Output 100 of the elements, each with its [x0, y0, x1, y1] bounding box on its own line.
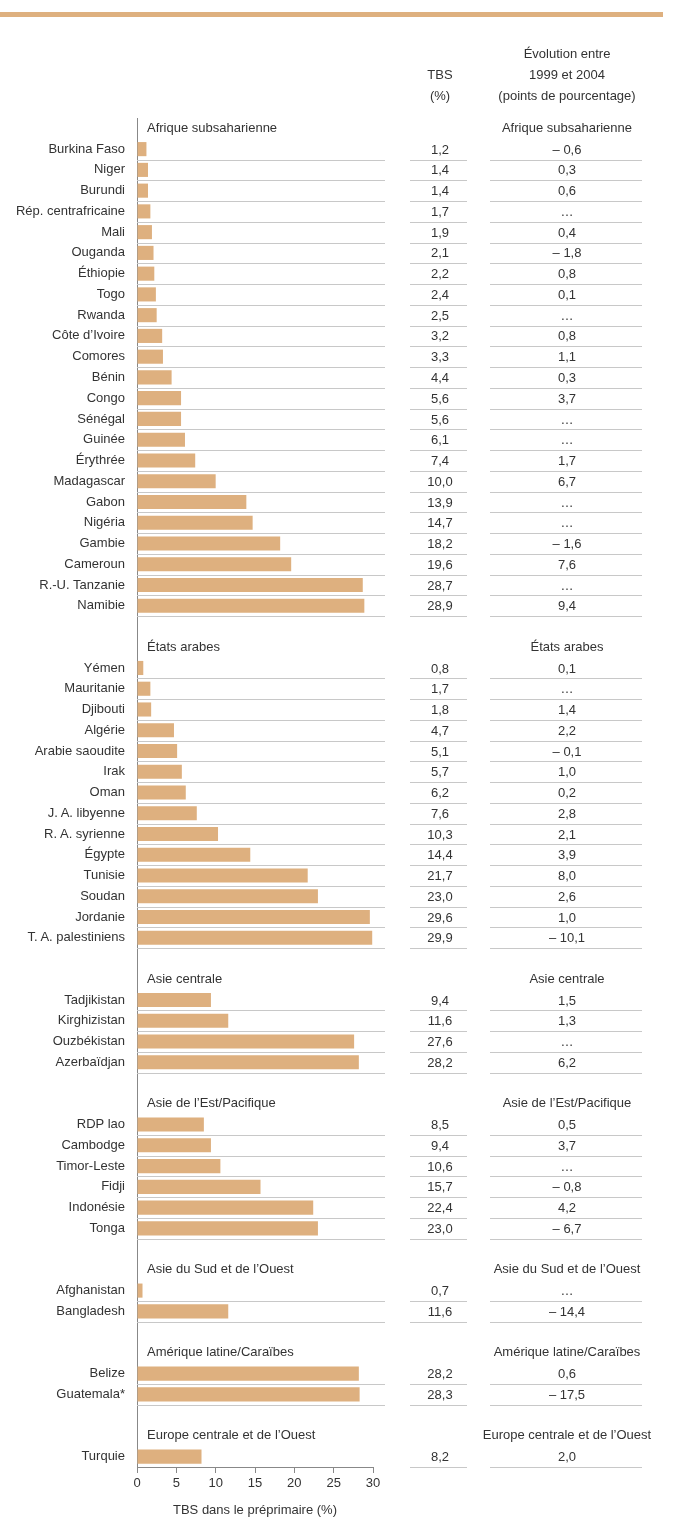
bar [137, 1304, 229, 1319]
y-tick-label: T. A. palestiniens [27, 929, 126, 945]
text: 2,6 [557, 888, 577, 904]
y-tick-label: Guatemala* [56, 1385, 125, 1401]
bar [137, 681, 151, 696]
y-tick-label: Ouzbékistan [52, 1033, 125, 1049]
data-label: 5,1 [430, 743, 450, 759]
text: 2,1 [557, 826, 577, 842]
text: 0,6 [557, 1366, 577, 1382]
y-tick-label: Cameroun [64, 555, 125, 571]
y-tick-label: Madagascar [53, 472, 126, 488]
text: … [560, 203, 574, 219]
y-tick-label: Gambie [79, 535, 125, 551]
text: 9,4 [557, 598, 577, 614]
data-label: 2,4 [430, 286, 450, 302]
y-tick-label: Turquie [81, 1448, 125, 1464]
text: 2,2 [557, 722, 577, 738]
y-tick-label: Mali [101, 223, 126, 239]
text: 3,9 [557, 847, 577, 863]
data-label: 5,6 [430, 390, 450, 406]
text: 1,3 [557, 1013, 577, 1029]
data-label: 27,6 [427, 1034, 453, 1050]
text: 0,8 [557, 266, 577, 282]
bar [137, 1387, 360, 1402]
x-tick-label: 10 [208, 1475, 223, 1491]
y-tick-label: Tunisie [83, 867, 125, 883]
text: 0,5 [557, 1117, 577, 1133]
y-tick-label: J. A. libyenne [47, 804, 125, 820]
bar [137, 557, 292, 572]
text: … [560, 494, 574, 510]
y-tick-label: Côte d’Ivoire [52, 327, 125, 343]
y-tick-label: Burundi [80, 182, 126, 198]
text: – 6,7 [552, 1220, 582, 1236]
text: … [560, 1158, 574, 1174]
data-label: 1,7 [430, 203, 450, 219]
text: – 1,6 [552, 536, 582, 552]
data-label: 5,6 [430, 411, 450, 427]
text: 2,8 [557, 805, 577, 821]
y-tick-label: Afghanistan [56, 1282, 125, 1298]
bar [137, 287, 156, 302]
bar [137, 1159, 221, 1174]
y-tick-label: Azerbaïdjan [55, 1053, 125, 1069]
y-tick-label: Jordanie [75, 908, 125, 924]
data-label: 18,2 [427, 536, 453, 552]
data-label: 23,0 [427, 888, 453, 904]
bar [137, 806, 197, 821]
bar [137, 826, 219, 842]
bar [137, 723, 174, 738]
data-label: 28,2 [427, 1054, 453, 1070]
y-tick-label: R. A. syrienne [44, 825, 125, 841]
bar [137, 1013, 229, 1028]
bar [137, 308, 157, 323]
bar [137, 370, 172, 385]
data-label: 11,6 [427, 1013, 453, 1029]
data-label: 10,6 [427, 1158, 453, 1174]
data-label: 1,8 [430, 702, 450, 718]
bar [137, 183, 149, 198]
data-label: 5,7 [430, 764, 450, 780]
y-tick-label: Indonésie [68, 1199, 125, 1215]
text: – 1,8 [552, 245, 582, 261]
data-label: 14,4 [427, 847, 453, 863]
text: 1,7 [557, 453, 577, 469]
y-tick-label: Europe centrale et de l’Ouest [147, 1427, 316, 1443]
text: 2,0 [557, 1449, 577, 1465]
category-label: Asie du Sud et de l’Ouest [493, 1261, 641, 1277]
data-label: 21,7 [427, 868, 453, 884]
y-tick-label: Rép. centrafricaine [15, 202, 125, 218]
text: … [560, 681, 574, 697]
data-label: 1,4 [430, 183, 450, 199]
bar [137, 889, 318, 904]
bar [137, 909, 370, 925]
text: … [560, 577, 574, 593]
y-tick-label: R.-U. Tanzanie [39, 576, 125, 592]
y-tick-label: Burkina Faso [48, 140, 125, 156]
bar [137, 494, 247, 509]
y-tick-label: Djibouti [81, 701, 126, 717]
y-tick-label: Cambodge [61, 1136, 125, 1152]
text: 1,5 [557, 992, 577, 1008]
data-label: 3,2 [430, 328, 450, 344]
data-label: 1,4 [430, 162, 450, 178]
bar [137, 847, 251, 862]
text: 0,2 [557, 785, 577, 801]
y-tick-label: Érythrée [75, 452, 125, 468]
bar [137, 515, 253, 530]
data-label: 1,7 [430, 681, 450, 697]
data-label: 9,4 [430, 1137, 450, 1153]
x-tick-label: 5 [172, 1475, 180, 1491]
data-label: 28,2 [427, 1366, 453, 1382]
y-tick-label: Éthiopie [78, 265, 125, 281]
text: – 0,8 [552, 1179, 582, 1195]
text: 4,2 [557, 1200, 577, 1216]
y-tick-label: Irak [103, 763, 126, 779]
y-tick-label: Namibie [77, 597, 125, 613]
y-tick-label: Amérique latine/Caraïbes [147, 1344, 295, 1360]
text: 0,6 [557, 183, 577, 199]
text: 1,0 [557, 909, 577, 925]
text: Évolution entre 1999 et 2004 (points de pourcentage) [498, 46, 636, 103]
y-tick-label: Nigéria [83, 514, 126, 530]
data-label: 3,3 [430, 349, 450, 365]
text: … [560, 1034, 574, 1050]
